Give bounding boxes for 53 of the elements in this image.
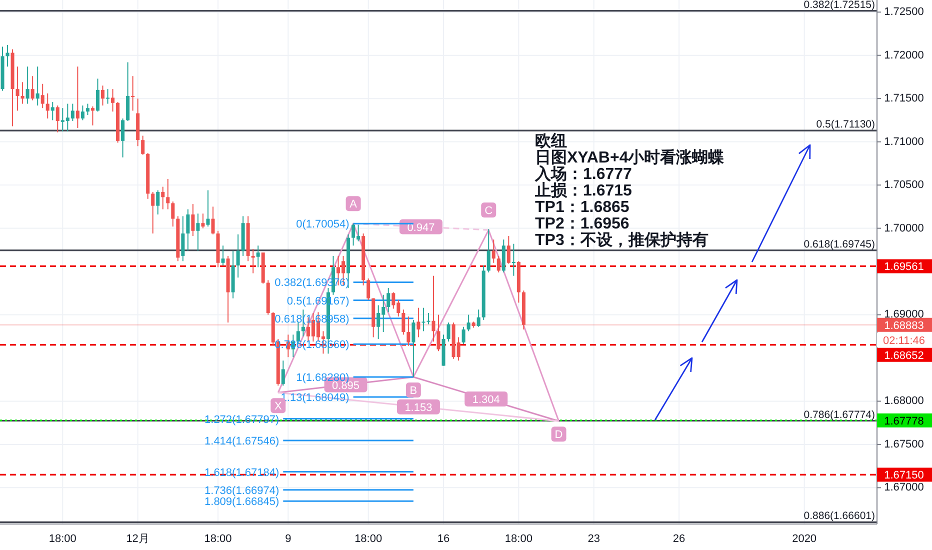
y-tick-label: 1.68000 [884, 395, 924, 408]
annotation: A [350, 198, 358, 211]
x-tick-label: 23 [588, 533, 600, 545]
annotation: 1.618(1.67184) [204, 466, 280, 479]
annotation: 1.153 [404, 402, 432, 414]
y-tick-label: 1.72000 [884, 49, 924, 62]
y-tick-label: 1.67000 [884, 482, 924, 494]
annotation: TP2：1.6956 [535, 216, 630, 232]
y-tick-label: 1.67500 [884, 438, 924, 450]
annotation: 1.809(1.66845) [204, 496, 280, 508]
x-tick-label: 18:00 [48, 533, 76, 545]
annotation: 日图XYAB+4小时看涨蝴蝶 [535, 148, 724, 166]
annotation: TP3：不设，推保护持有 [535, 231, 708, 249]
annotation: TP1：1.6865 [535, 199, 630, 216]
ref-line-label: 0.886(1.66601) [804, 510, 875, 522]
ref-line-label: 0.5(1.71130) [816, 118, 875, 131]
y-tick-label: 1.70000 [884, 222, 924, 234]
x-tick-label: 12月 [126, 533, 150, 545]
x-tick-label: 18:00 [354, 533, 382, 545]
annotation: B [410, 385, 418, 398]
annotation: 1.414(1.67546) [204, 435, 280, 448]
ref-line-label: 0.382(1.72515) [804, 0, 875, 11]
y-tick-label: 1.71500 [884, 92, 924, 105]
y-tick-label: 1.69000 [884, 308, 924, 321]
y-tick-label: 1.72500 [884, 6, 924, 18]
ref-line-label: 1.68883 [884, 320, 924, 332]
annotation: 1.13(1.68049) [280, 392, 350, 404]
annotation: 止损：1.6715 [534, 182, 632, 200]
ref-line-label: 1.68652 [884, 350, 924, 362]
x-tick-label: 2020 [792, 533, 817, 545]
text: 02:11:46 [882, 334, 926, 347]
text: 欧纽 [535, 132, 567, 150]
annotation: 0.947 [407, 222, 435, 234]
y-tick-label: 1.71000 [884, 136, 924, 148]
x-tick-label: 26 [672, 533, 686, 545]
ref-line-label: 1.67778 [884, 415, 924, 428]
x-tick-label: 18:00 [504, 533, 532, 545]
y-tick-label: 1.70500 [884, 179, 924, 192]
ref-line-label: 0.786(1.67774) [804, 408, 875, 421]
ref-line-label: 1.67150 [884, 470, 924, 482]
annotation: 1.304 [472, 394, 500, 406]
annotation: 0(1.70054) [296, 218, 350, 231]
annotation: 入场：1.6777 [534, 165, 632, 183]
x-tick-label: 18:00 [204, 533, 232, 545]
ref-line-label: 0.618(1.69745) [804, 238, 875, 250]
annotation: C [484, 205, 493, 218]
annotation: D [554, 429, 563, 442]
annotation: X [274, 400, 282, 413]
ref-line-label: 1.69561 [884, 261, 924, 274]
annotation: 1.736(1.66974) [204, 484, 280, 497]
x-tick-label: 9 [285, 533, 292, 545]
x-tick-label: 16 [437, 533, 450, 545]
annotation: 0.895 [332, 380, 360, 392]
